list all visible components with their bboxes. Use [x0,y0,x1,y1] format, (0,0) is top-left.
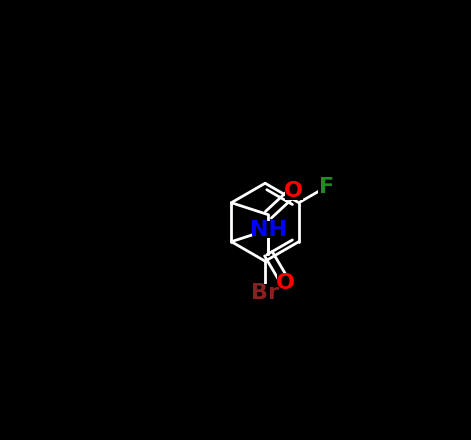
FancyBboxPatch shape [253,221,284,238]
FancyBboxPatch shape [284,183,302,200]
FancyBboxPatch shape [250,284,281,302]
Text: O: O [284,181,303,202]
Text: O: O [276,273,295,293]
Text: NH: NH [250,220,287,240]
FancyBboxPatch shape [317,178,335,195]
Text: Br: Br [251,283,279,303]
Text: F: F [319,177,334,197]
FancyBboxPatch shape [277,275,295,292]
